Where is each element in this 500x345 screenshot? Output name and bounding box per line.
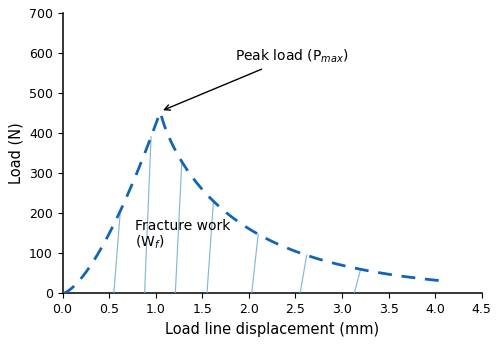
- Text: Fracture work: Fracture work: [136, 219, 230, 233]
- Y-axis label: Load (N): Load (N): [8, 122, 24, 184]
- Text: Peak load (P$_{max}$): Peak load (P$_{max}$): [164, 48, 348, 110]
- Text: (W$_f$): (W$_f$): [136, 234, 164, 251]
- X-axis label: Load line displacement (mm): Load line displacement (mm): [165, 322, 379, 337]
